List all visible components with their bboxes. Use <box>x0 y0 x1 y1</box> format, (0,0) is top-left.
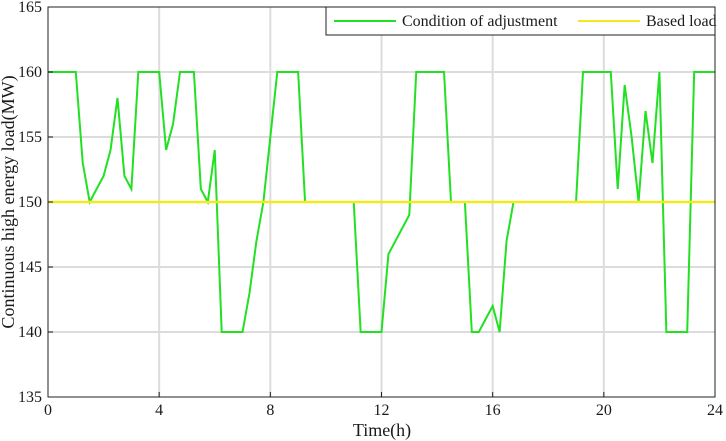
legend-label-based-load: Based load <box>646 13 717 30</box>
y-axis-label: Continuous high energy load(MW) <box>0 75 19 328</box>
x-tick-label: 12 <box>374 402 390 419</box>
x-tick-label: 0 <box>44 402 52 419</box>
y-tick-label: 165 <box>18 0 42 16</box>
y-tick-label: 140 <box>18 324 42 341</box>
x-tick-label: 20 <box>596 402 612 419</box>
series-layer <box>48 71 715 333</box>
y-tick-label: 145 <box>18 259 42 276</box>
legend-box <box>325 6 716 36</box>
legend: Condition of adjustment Based load <box>325 6 717 36</box>
ticks: 0 4 8 12 16 20 24 135 140 145 150 155 160 165 <box>18 0 723 419</box>
legend-label-condition: Condition of adjustment <box>402 13 558 30</box>
x-axis-label: Time(h) <box>353 420 411 441</box>
y-tick-label: 155 <box>18 129 42 146</box>
series-line-condition-of-adjustment <box>48 71 715 333</box>
x-tick-label: 4 <box>155 402 163 419</box>
y-tick-label: 135 <box>18 389 42 406</box>
x-tick-label: 8 <box>266 402 274 419</box>
y-tick-label: 150 <box>18 194 42 211</box>
x-tick-label: 24 <box>707 402 723 419</box>
y-tick-label: 160 <box>18 64 42 81</box>
x-tick-label: 16 <box>485 402 501 419</box>
